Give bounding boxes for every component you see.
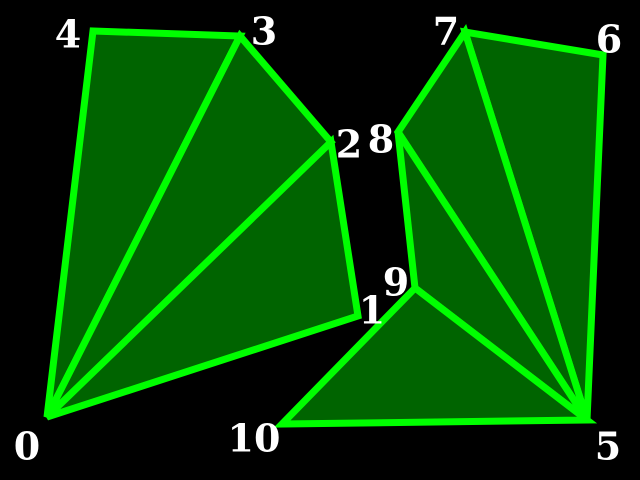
vertex-label-4: 4 <box>55 12 81 57</box>
labels-layer: 0 1 2 3 4 5 6 7 8 9 10 <box>14 9 622 469</box>
vertex-label-1: 1 <box>359 288 385 333</box>
vertex-label-3: 3 <box>251 9 277 54</box>
vertex-label-2: 2 <box>336 122 362 167</box>
vertex-label-0: 0 <box>14 424 40 469</box>
triangle-0-1-2 <box>44 134 362 421</box>
triangle-5-9-10 <box>273 283 598 428</box>
vertex-label-9: 9 <box>383 260 409 305</box>
vertex-label-8: 8 <box>368 117 394 162</box>
vertex-label-5: 5 <box>595 424 621 469</box>
vertex-label-6: 6 <box>596 17 622 62</box>
triangles-layer <box>43 23 607 428</box>
vertex-label-10: 10 <box>228 416 281 461</box>
vertex-label-7: 7 <box>433 9 459 54</box>
